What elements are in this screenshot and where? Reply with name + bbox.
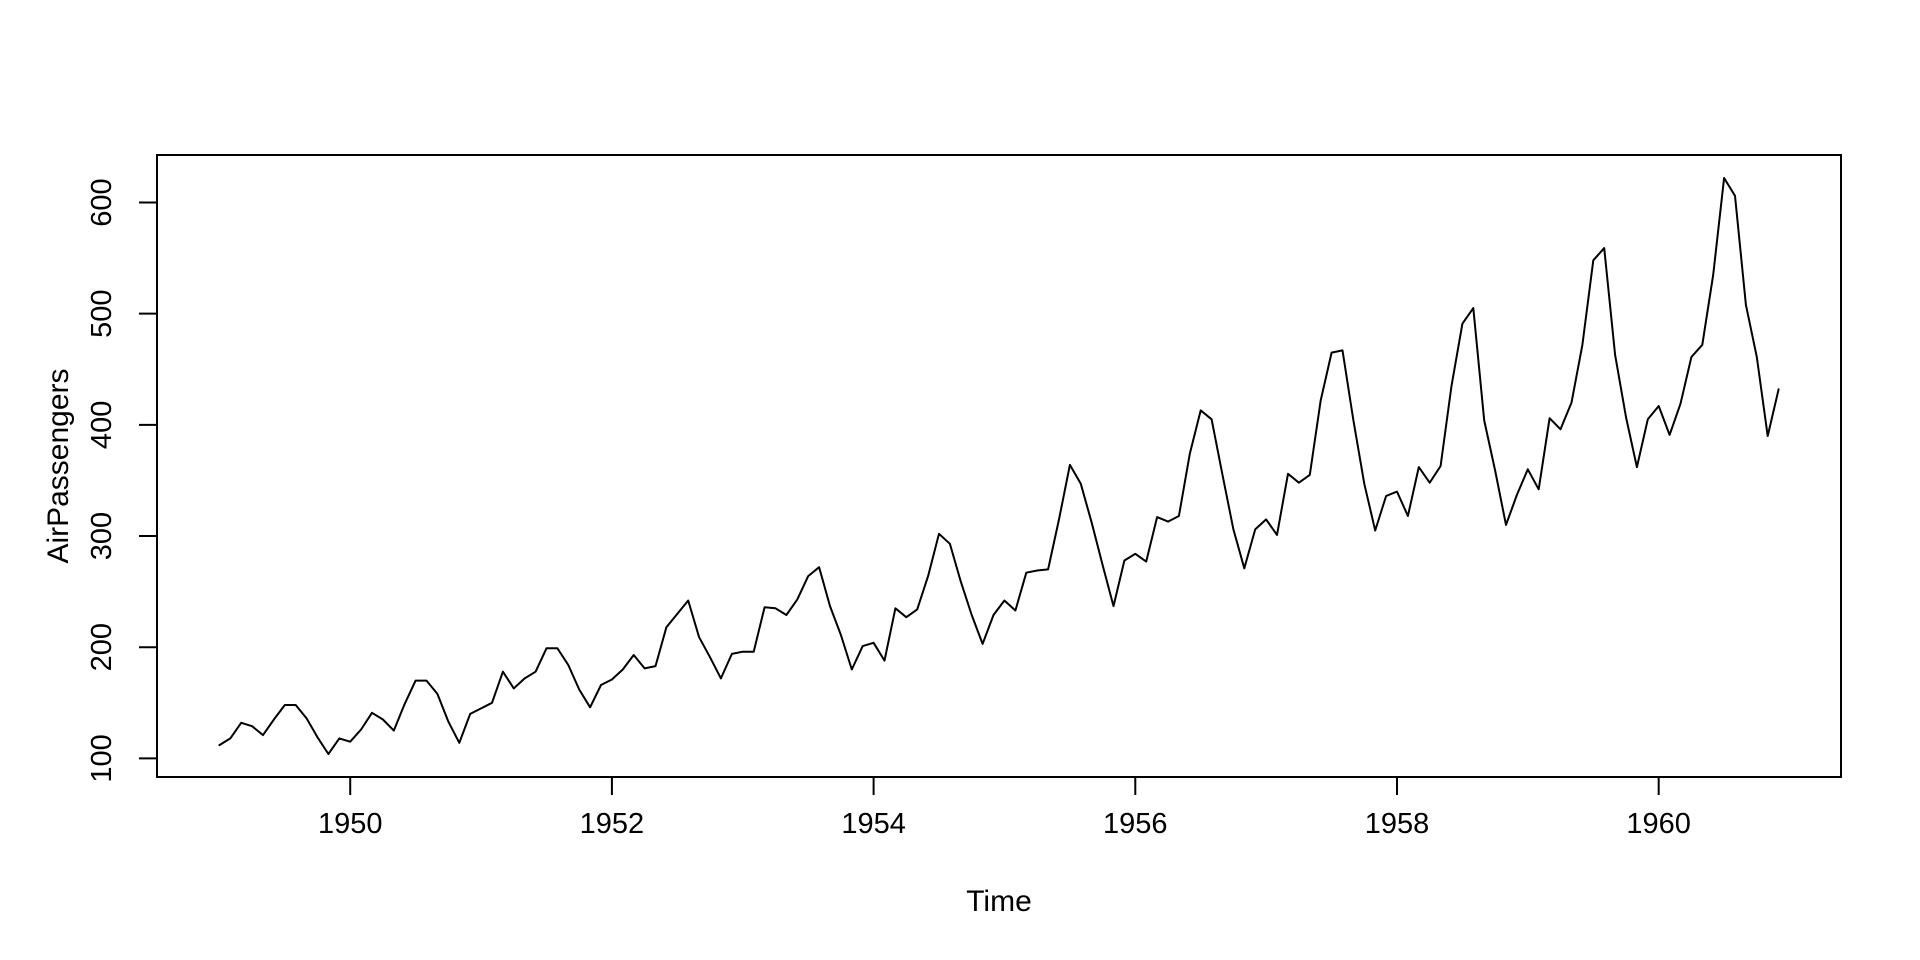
y-axis-title: AirPassengers — [42, 368, 75, 563]
y-tick-label: 100 — [86, 734, 118, 782]
x-axis-ticks: 1950 1952 1954 1956 1958 1960 — [318, 777, 1691, 840]
x-tick-label: 1956 — [1103, 808, 1168, 840]
x-axis-title: Time — [966, 885, 1032, 918]
y-tick-label: 400 — [86, 401, 118, 449]
plot-box-border — [156, 154, 1842, 778]
y-tick-label: 200 — [86, 623, 118, 671]
x-tick-label: 1954 — [841, 808, 906, 840]
series-line — [218, 177, 1780, 755]
y-tick-label: 500 — [86, 289, 118, 337]
x-tick-label: 1952 — [580, 808, 645, 840]
y-axis-ticks: 100 200 300 400 500 600 — [86, 178, 157, 783]
y-tick-label: 600 — [86, 178, 118, 226]
y-tick-label: 300 — [86, 512, 118, 560]
x-tick-label: 1958 — [1365, 808, 1430, 840]
x-tick-label: 1960 — [1626, 808, 1691, 840]
x-tick-label: 1950 — [318, 808, 383, 840]
